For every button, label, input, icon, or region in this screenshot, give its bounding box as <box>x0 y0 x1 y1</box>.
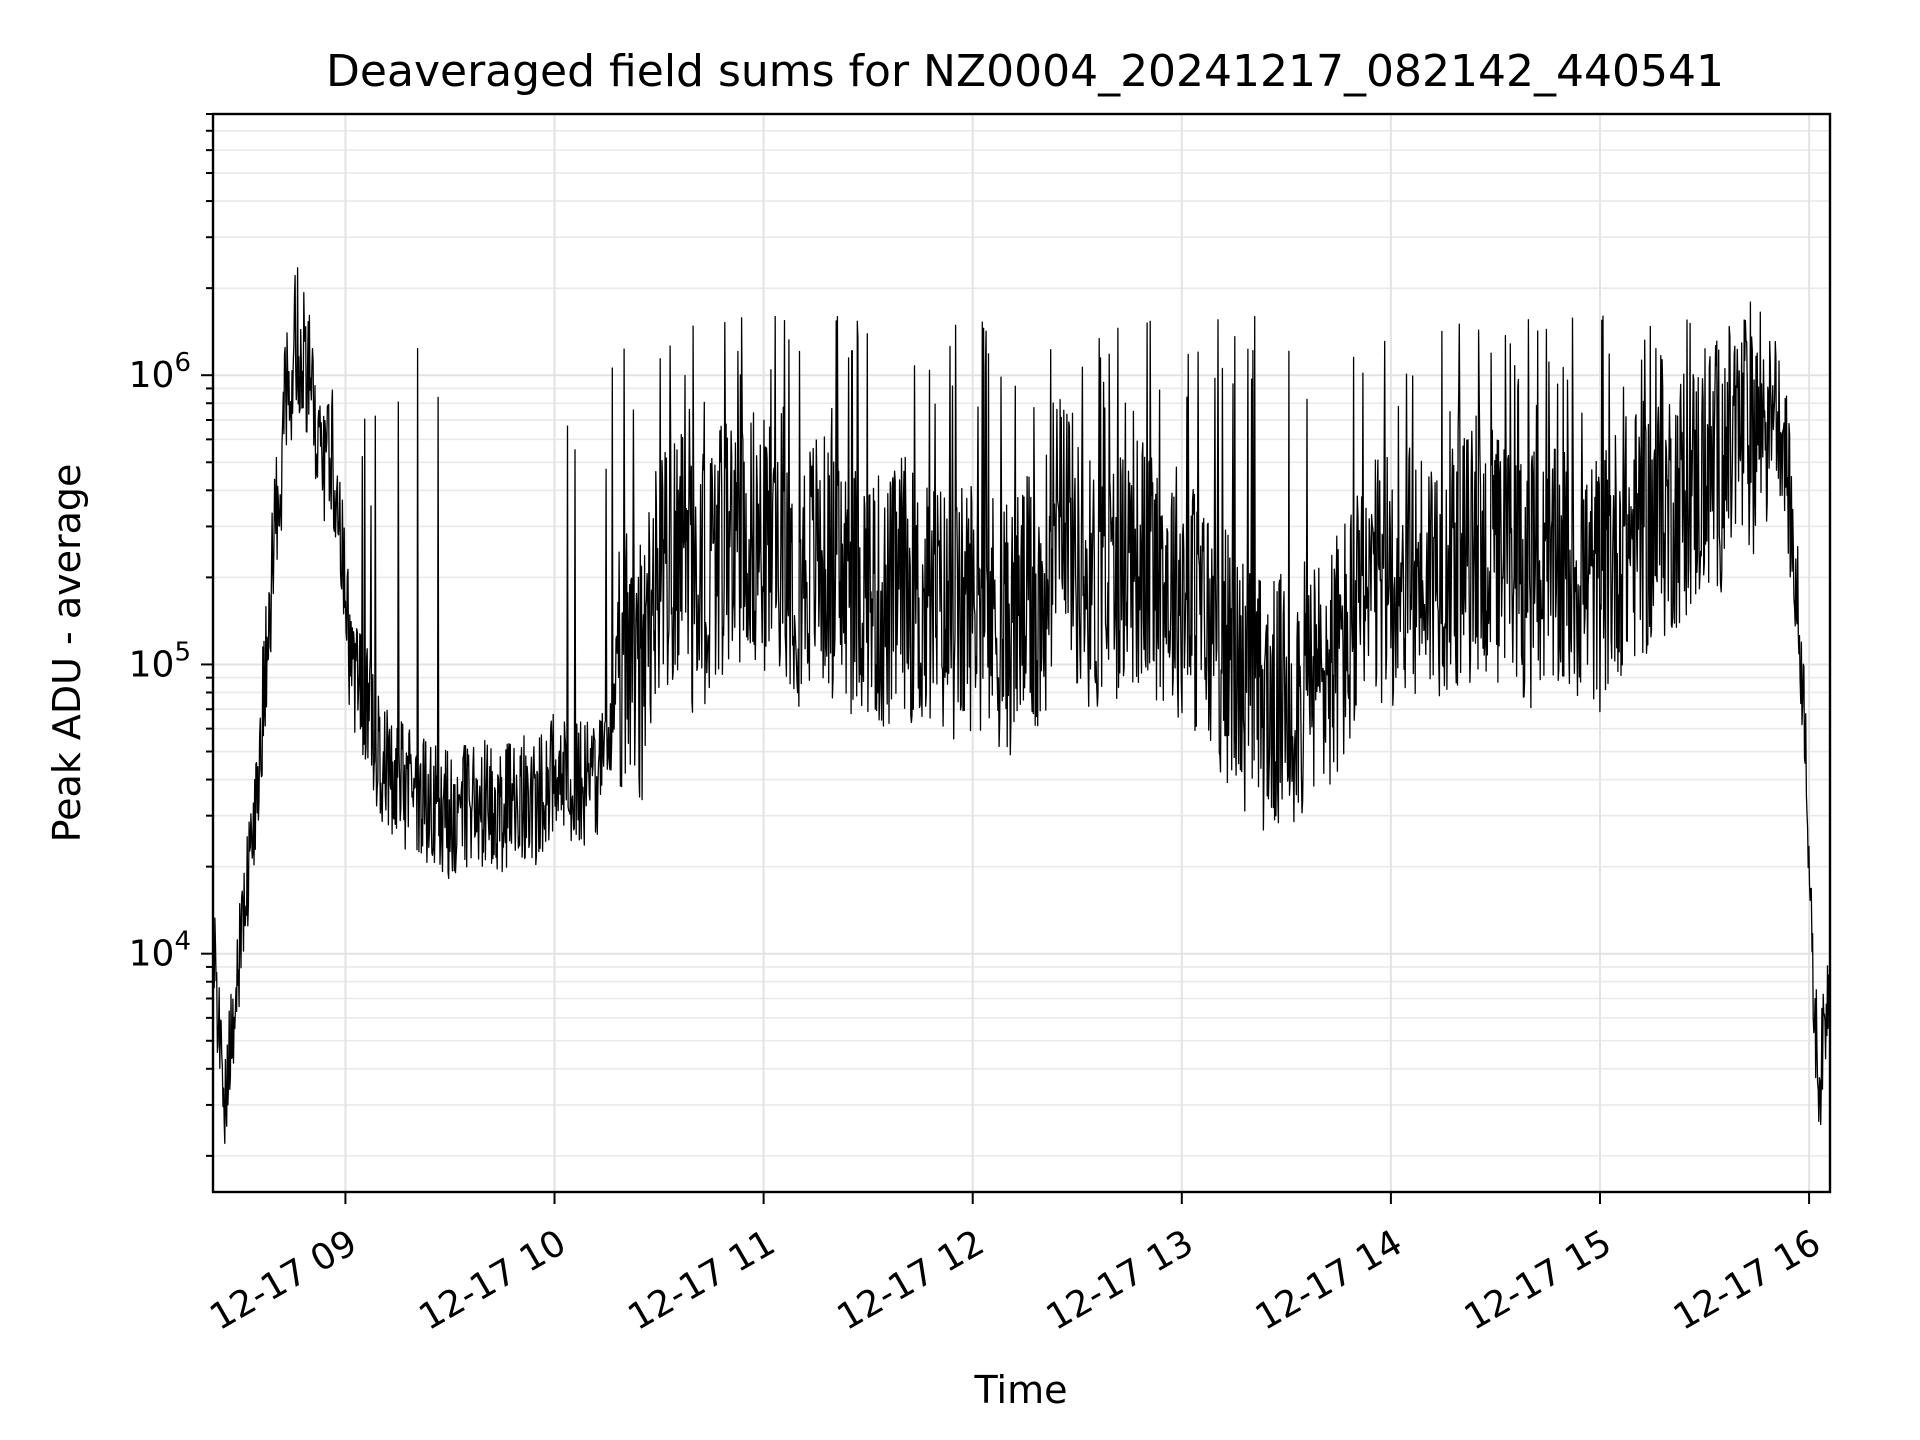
plot-frame <box>211 112 1832 1194</box>
chart-title: Deaveraged field sums for NZ0004_2024121… <box>326 46 1724 97</box>
y-tick-label: 106 <box>129 348 191 396</box>
plot-area <box>212 267 1831 1145</box>
y-tick-label: 104 <box>129 927 191 975</box>
x-axis-label: Time <box>974 1368 1068 1412</box>
series-line <box>212 267 1831 1145</box>
y-axis-label: Peak ADU - average <box>45 464 89 843</box>
y-tick-label: 105 <box>129 637 191 685</box>
grid <box>213 113 1830 1192</box>
y-axis: 104 105 106 <box>129 113 213 1157</box>
